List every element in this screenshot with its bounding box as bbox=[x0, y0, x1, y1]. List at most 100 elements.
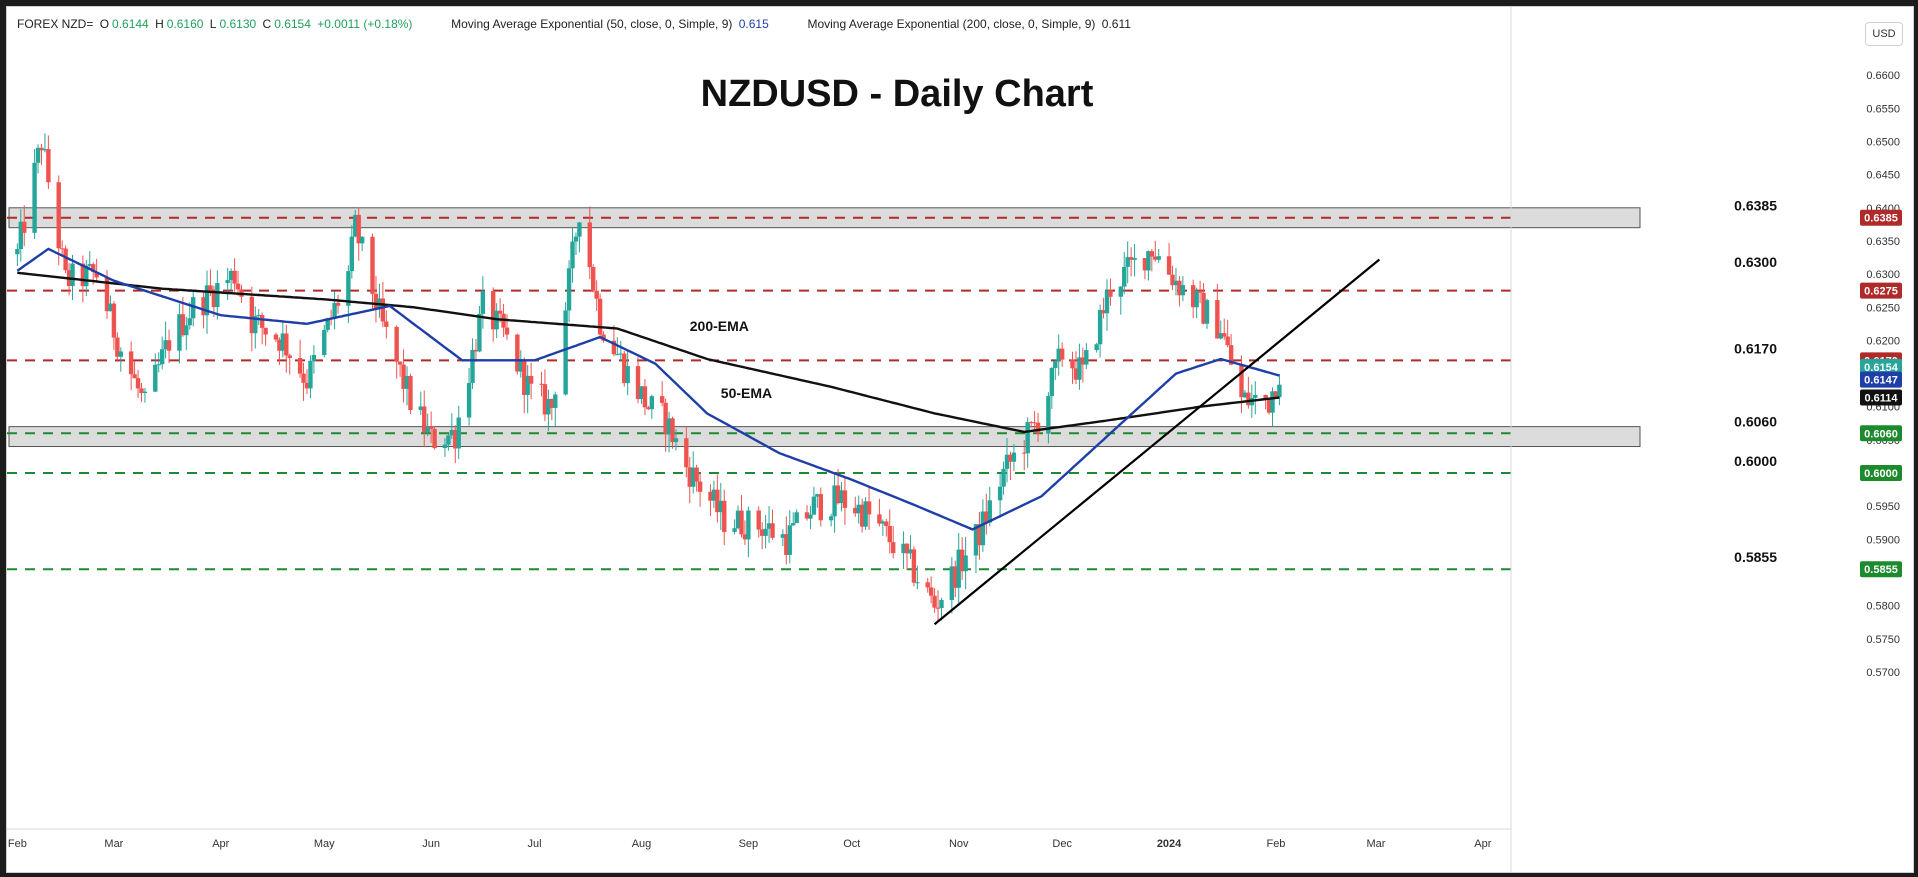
candle-body bbox=[135, 378, 141, 389]
high-label: H bbox=[155, 17, 164, 31]
low-value: 0.6130 bbox=[219, 17, 257, 31]
candle-body bbox=[915, 582, 920, 584]
candle-body bbox=[708, 491, 713, 501]
candle-body bbox=[997, 486, 1003, 501]
candle-body bbox=[253, 316, 258, 334]
chart-frame: 200-EMA 50-EMA 0.6385 0.6300 0.6170 0.6060 0.6… bbox=[6, 6, 1914, 873]
candle-body bbox=[308, 360, 313, 389]
level-annotation-0.5855: 0.5855 bbox=[1734, 549, 1777, 565]
candle-body bbox=[401, 364, 406, 389]
candle-body bbox=[759, 529, 765, 536]
candle-body bbox=[1122, 266, 1127, 287]
candle-body bbox=[408, 376, 413, 410]
candle-body bbox=[735, 510, 741, 529]
candle-body bbox=[325, 318, 330, 330]
candle-body bbox=[691, 467, 696, 487]
candle-body bbox=[804, 512, 810, 519]
candle-body bbox=[1242, 392, 1248, 398]
candle-body bbox=[380, 298, 386, 322]
candle-body bbox=[359, 236, 365, 244]
candle-body bbox=[904, 543, 910, 554]
candle-body bbox=[570, 241, 575, 269]
y-tick-label: 0.6250 bbox=[1866, 302, 1900, 314]
trendline-layer bbox=[933, 258, 1381, 626]
candle-body bbox=[1070, 359, 1075, 369]
candle-body bbox=[1094, 344, 1099, 351]
candle-body bbox=[187, 318, 192, 326]
level-badge-label: 0.5855 bbox=[1864, 564, 1898, 576]
x-tick-label: Mar bbox=[1366, 838, 1385, 850]
candle-body bbox=[549, 398, 555, 408]
x-tick-label: Sep bbox=[739, 838, 759, 850]
candle-body bbox=[563, 310, 568, 395]
candle-body bbox=[394, 326, 399, 362]
candle-body bbox=[108, 303, 113, 312]
candle-body bbox=[963, 555, 968, 572]
candle-body bbox=[35, 147, 41, 163]
candle-body bbox=[908, 549, 913, 554]
candle-body bbox=[1263, 394, 1268, 400]
candle-body bbox=[87, 264, 92, 266]
candle-body bbox=[1273, 391, 1279, 398]
annotation-layer: 200-EMA 50-EMA 0.6385 0.6300 0.6170 0.6060 0.6… bbox=[690, 198, 1777, 565]
candle-body bbox=[470, 349, 475, 384]
candle-body bbox=[953, 566, 958, 588]
zones-layer bbox=[8, 207, 1641, 448]
candle-body bbox=[1225, 336, 1230, 346]
candle-body bbox=[249, 296, 255, 334]
currency-button[interactable]: USD bbox=[1865, 22, 1903, 46]
candle-body bbox=[932, 595, 937, 608]
candle-body bbox=[842, 490, 848, 508]
candle-body bbox=[594, 290, 599, 299]
candle-body bbox=[1194, 290, 1199, 308]
x-tick-label: Aug bbox=[632, 838, 652, 850]
low-label: L bbox=[209, 17, 217, 31]
candle-body bbox=[228, 270, 234, 281]
candle-body bbox=[346, 271, 351, 306]
candle-body bbox=[646, 407, 651, 410]
candle-body bbox=[977, 524, 982, 546]
candle-body bbox=[284, 333, 289, 356]
candle-body bbox=[687, 467, 692, 487]
candle-body bbox=[1011, 452, 1017, 462]
candle-body bbox=[866, 501, 872, 515]
candle-body bbox=[1253, 394, 1258, 398]
candle-body bbox=[818, 494, 823, 521]
candle-body bbox=[22, 221, 27, 233]
candle-body bbox=[1270, 391, 1275, 413]
candle-body bbox=[153, 364, 158, 392]
candle-body bbox=[1104, 290, 1110, 314]
candle-body bbox=[518, 359, 523, 372]
candle-body bbox=[1101, 310, 1106, 314]
chart-canvas[interactable]: 200-EMA 50-EMA 0.6385 0.6300 0.6170 0.6060 0.6… bbox=[7, 7, 1913, 872]
candle-body bbox=[1080, 357, 1086, 365]
candle-body bbox=[528, 375, 534, 384]
candle-body bbox=[780, 534, 786, 538]
candle-body bbox=[177, 314, 182, 351]
candle-body bbox=[1059, 348, 1065, 360]
ema50-legend-label[interactable]: Moving Average Exponential (50, close, 0… bbox=[451, 17, 733, 31]
candle-body bbox=[1053, 361, 1058, 369]
candle-body bbox=[673, 438, 679, 443]
candle-body bbox=[456, 417, 461, 449]
high-value: 0.6160 bbox=[166, 17, 204, 31]
ema200-line bbox=[17, 271, 1280, 434]
ema200-legend-label[interactable]: Moving Average Exponential (200, close, … bbox=[807, 17, 1096, 31]
candle-body bbox=[259, 314, 265, 328]
candle-body bbox=[639, 386, 644, 400]
candle-body bbox=[39, 147, 44, 151]
candle-body bbox=[480, 290, 486, 314]
y-tick-label: 0.6450 bbox=[1866, 170, 1900, 182]
candle-body bbox=[1049, 368, 1055, 397]
candle-body bbox=[1118, 286, 1123, 297]
candle-body bbox=[901, 543, 906, 554]
candle-body bbox=[373, 293, 379, 310]
candle-body bbox=[453, 430, 458, 449]
candle-body bbox=[587, 222, 592, 268]
y-tick-label: 0.6350 bbox=[1866, 236, 1900, 248]
candle-body bbox=[828, 516, 834, 521]
candle-body bbox=[256, 314, 261, 317]
candle-body bbox=[835, 485, 841, 504]
candle-body bbox=[1001, 468, 1006, 487]
candle-body bbox=[553, 394, 558, 408]
